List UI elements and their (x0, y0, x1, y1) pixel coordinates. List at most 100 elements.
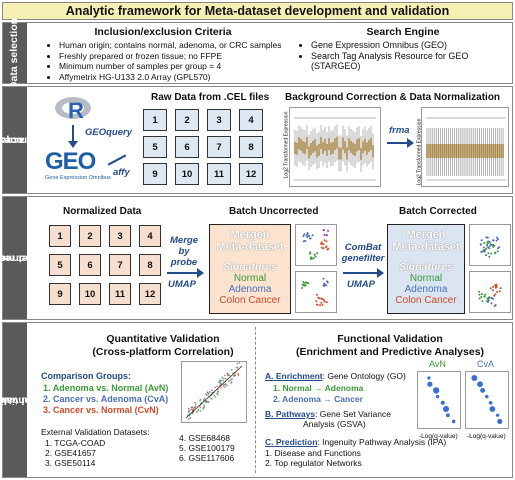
umap-point (488, 247, 491, 250)
umap-point (306, 233, 309, 236)
correlation-point (187, 418, 190, 421)
boxplot-box (451, 144, 454, 158)
umap-point (316, 252, 319, 255)
normalized-boxplot-svg (426, 117, 506, 181)
umap-point (493, 294, 496, 297)
section-validation: Quantitative &functional validation Quan… (0, 322, 513, 478)
dataset-item: 4. GSE68468 (179, 433, 231, 443)
correlation-point (222, 385, 225, 388)
umap-point (483, 241, 486, 244)
umap-point (314, 255, 317, 258)
normalized-cell: 2 (79, 225, 101, 247)
boxplot-ylabel: Log2 Transformed Expression (283, 111, 290, 179)
umap-uncorrected-sample (295, 271, 337, 313)
correlation-point (189, 417, 192, 419)
dataset-item: 3. GSE50114 (45, 458, 96, 468)
raw-file-cell: 2 (175, 109, 199, 131)
umap-point (485, 243, 488, 246)
correlation-point (208, 391, 211, 393)
signature-normal: Normal (233, 273, 267, 284)
boxplot-box (432, 144, 434, 158)
normalized-cell: 4 (139, 225, 161, 247)
boxplot-box (469, 144, 471, 158)
boxplot-box (322, 141, 324, 154)
inclusion-item: Freshly prepared or frozen tissue; no FF… (59, 51, 282, 62)
dataset-item: 5. GSE100179 (179, 443, 235, 453)
boxplot-box (461, 144, 463, 158)
raw-file-cell: 4 (239, 109, 263, 131)
prediction-line: C. Prediction: Ingenuity Pathway Analysi… (265, 437, 447, 447)
boxplot-box (330, 142, 332, 155)
correlation-point (193, 406, 196, 409)
boxplot-box (476, 144, 479, 158)
umap-point (480, 239, 483, 242)
umap-point (316, 303, 319, 306)
signature-adenoma: Adenoma (228, 284, 272, 295)
go-term-dot (445, 413, 450, 418)
correlation-point (219, 379, 222, 382)
boxplot-box (344, 141, 346, 154)
boxplot-box (294, 141, 296, 154)
umap-point (493, 244, 496, 247)
umap-point (493, 304, 496, 307)
umap-point (491, 297, 494, 300)
boxplot-box (494, 144, 497, 158)
frma-label: frma (389, 125, 410, 136)
group-cva: 2. Cancer vs. Adenoma (CvA) (43, 394, 169, 404)
correlation-point (230, 381, 233, 383)
boxplot-box (334, 138, 336, 151)
correlation-point (202, 399, 205, 401)
umap-point (486, 236, 489, 239)
umap-corrected-batch-svg (479, 236, 501, 258)
normalized-cell: 12 (139, 283, 161, 305)
umap-uncorrected-batch (295, 224, 337, 266)
normalized-cell: 3 (109, 225, 131, 247)
boxplot-box (362, 141, 364, 154)
umap-point (324, 246, 327, 249)
r-logo-letter: R (68, 98, 84, 123)
raw-data-title: Raw Data from .CEL files (151, 92, 270, 103)
raw-file-cell: 11 (207, 163, 231, 185)
umap-point (485, 247, 488, 250)
boxplot-box (324, 138, 326, 151)
umap-point (480, 296, 483, 299)
go-term-dot (451, 419, 456, 424)
boxplot-box (488, 144, 491, 158)
umap-point (496, 250, 499, 253)
side-label-dataset-merging: Dataset merging &batch correction (0, 197, 62, 319)
correlation-point (207, 401, 210, 404)
boxplot-box (320, 136, 322, 149)
boxplot-box (484, 144, 487, 158)
umap-point (324, 283, 327, 286)
umap-point (483, 249, 486, 252)
geoquery-label: GEOquery (85, 127, 132, 138)
umap-point (483, 250, 486, 253)
boxplot-box (304, 142, 306, 155)
search-engine-list: Gene Expression Omnibus (GEO) Search Tag… (299, 40, 509, 72)
correlation-point (234, 374, 237, 377)
umap-point (327, 247, 330, 250)
search-engine-item: Gene Expression Omnibus (GEO) (311, 40, 509, 51)
normalized-cell: 1 (49, 225, 71, 247)
boxplot-box (342, 137, 344, 150)
umap-point (319, 304, 322, 307)
raw-file-cell: 7 (207, 136, 231, 158)
umap-point (489, 287, 492, 290)
correlation-point (199, 398, 202, 401)
raw-file-cell: 1 (143, 109, 167, 131)
cva-label: CvA (477, 359, 495, 369)
boxplot-box (368, 139, 370, 152)
enrichment-line: A. Enrichment: Gene Ontology (GO) (265, 371, 406, 381)
external-datasets-right: 4. GSE68468 5. GSE100179 6. GSE117606 (179, 433, 235, 463)
umap-point (308, 235, 311, 238)
umap-point (489, 244, 492, 247)
boxplot-box (312, 140, 314, 153)
boxplot-box (478, 144, 481, 158)
umap-point (483, 295, 486, 298)
boxplot-box (326, 144, 328, 157)
umap-point (323, 300, 326, 303)
umap-point (484, 293, 487, 296)
boxplot-box (296, 142, 298, 155)
go-term-dot (427, 376, 431, 380)
umap-point (478, 297, 481, 300)
